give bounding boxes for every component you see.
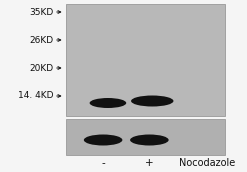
Text: +: + — [145, 158, 154, 168]
Bar — [65, 4, 226, 116]
Ellipse shape — [84, 135, 122, 146]
Text: Nocodazole: Nocodazole — [179, 158, 235, 168]
Ellipse shape — [90, 98, 126, 108]
Text: 20KD: 20KD — [30, 63, 54, 73]
Text: 14. 4KD: 14. 4KD — [19, 92, 54, 100]
Ellipse shape — [131, 95, 173, 106]
Bar — [65, 119, 226, 155]
Text: -: - — [101, 158, 105, 168]
Ellipse shape — [130, 135, 169, 146]
Text: 26KD: 26KD — [30, 35, 54, 45]
Text: 35KD: 35KD — [30, 8, 54, 17]
